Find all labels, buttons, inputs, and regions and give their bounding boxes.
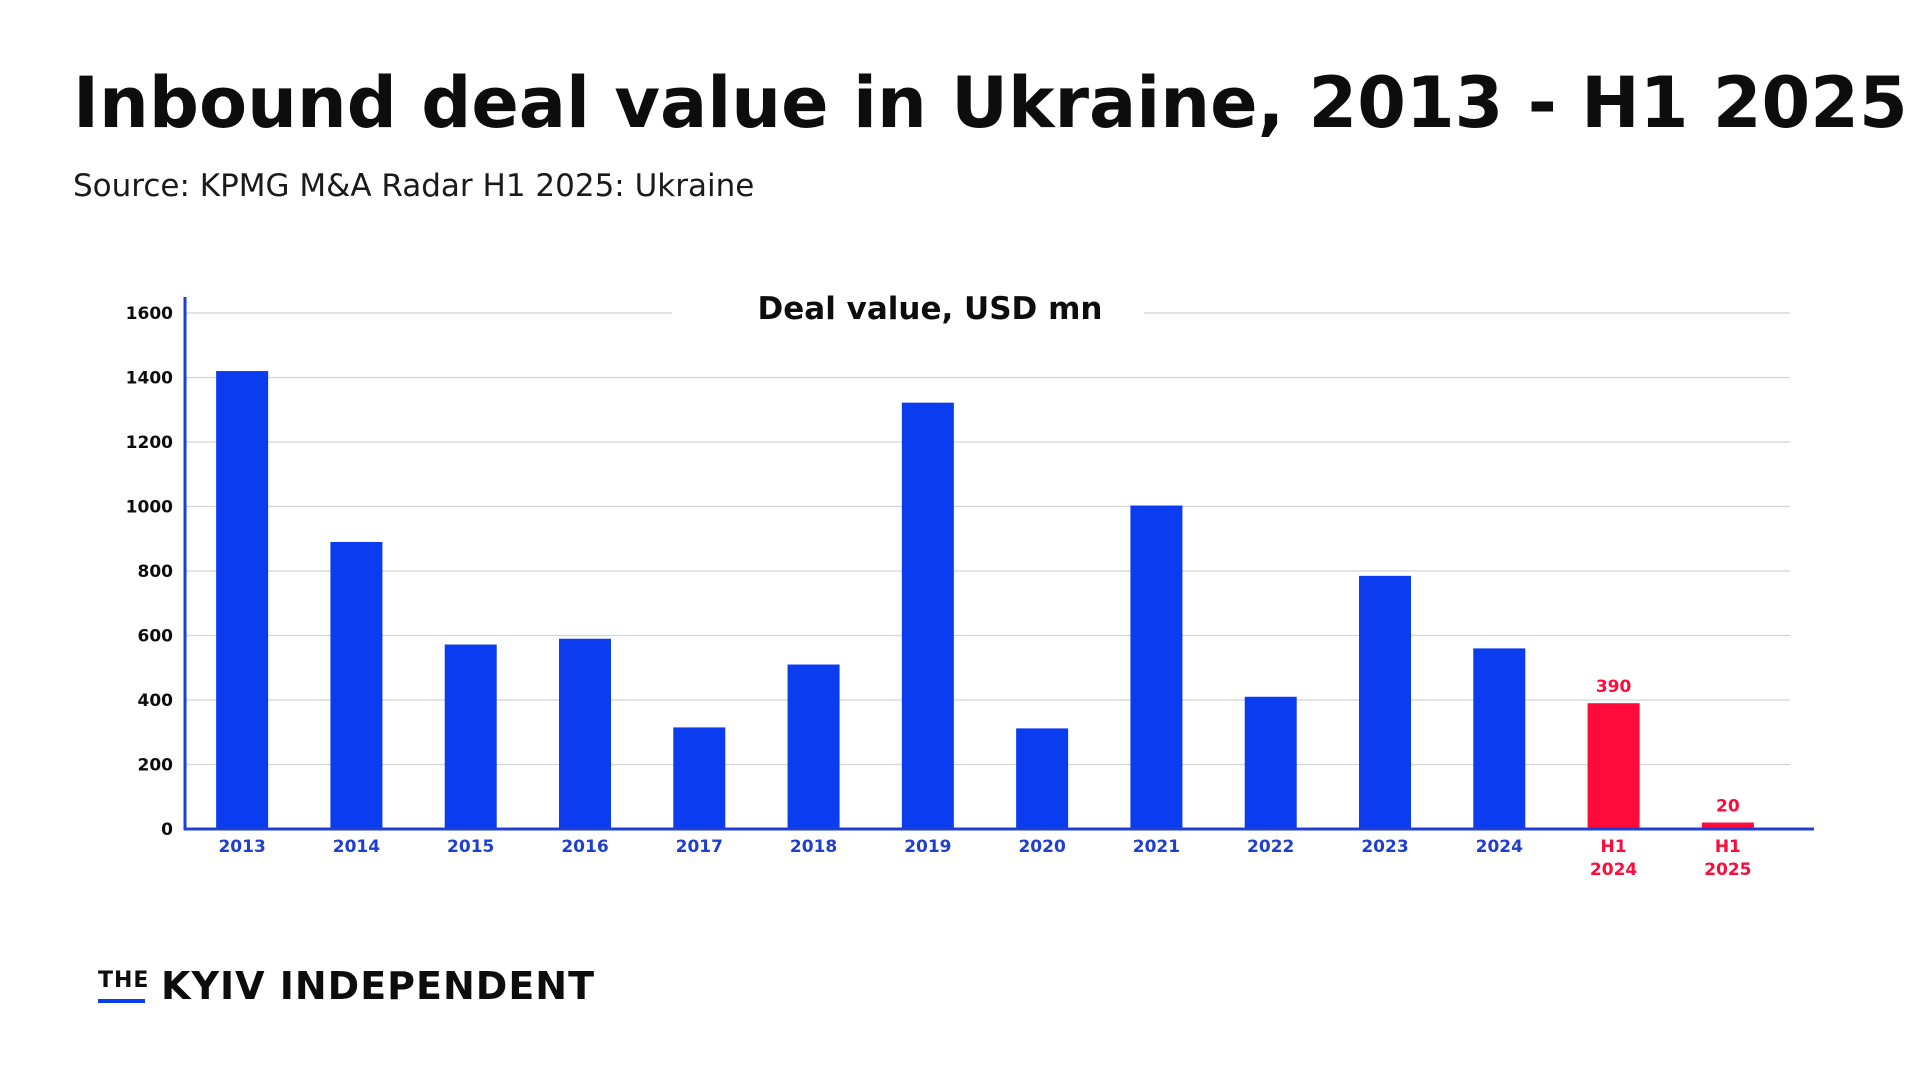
y-tick-label: 600: [138, 627, 174, 647]
bar: [901, 402, 954, 829]
y-tick-label: 800: [138, 562, 174, 582]
bar: [1130, 505, 1183, 829]
bar: [1473, 648, 1526, 829]
x-tick-label: H1: [1715, 837, 1741, 857]
bar: [1244, 696, 1297, 829]
x-tick-label: 2024: [1476, 837, 1523, 857]
x-tick-label: 2017: [676, 837, 723, 857]
y-tick-label: 400: [138, 691, 174, 711]
chart-title: Deal value, USD mn: [758, 291, 1103, 327]
y-tick-label: 1600: [126, 304, 173, 324]
y-tick-label: 200: [138, 756, 174, 776]
x-tick-label: H1: [1601, 837, 1627, 857]
bar: [330, 541, 383, 829]
x-tick-label: 2014: [333, 837, 380, 857]
x-tick-label: 2020: [1018, 837, 1065, 857]
bar: [559, 638, 611, 829]
page-title: Inbound deal value in Ukraine, 2013 - H1…: [73, 62, 1908, 144]
chart-title-background: [672, 287, 1144, 329]
x-axis-ticks: 2013 2014 2015 2016 2017 2018 2019 2020 2021 2022…: [218, 837, 1751, 880]
data-labels: 390 20: [1596, 677, 1740, 816]
y-axis-ticks: 0 200 400 600 800 1000 1200 1400 1600: [126, 304, 173, 840]
data-label: 390: [1596, 677, 1632, 697]
logo-underline: [98, 999, 145, 1003]
x-tick-label: 2013: [218, 837, 265, 857]
bar: [787, 664, 840, 829]
x-tick-label: 2023: [1361, 837, 1408, 857]
x-tick-label: 2022: [1247, 837, 1294, 857]
logo-prefix: THE: [98, 968, 150, 993]
bar: [1587, 703, 1640, 829]
page-subtitle: Source: KPMG M&A Radar H1 2025: Ukraine: [73, 168, 755, 204]
bar: [1359, 575, 1411, 829]
bar: [444, 644, 497, 829]
data-label: 20: [1716, 797, 1740, 817]
bar: [1016, 728, 1069, 829]
bar: [673, 727, 726, 829]
y-tick-label: 0: [161, 820, 173, 840]
x-tick-label: 2015: [447, 837, 494, 857]
y-tick-label: 1400: [126, 369, 173, 389]
x-tick-label: 2025: [1704, 860, 1751, 880]
x-tick-label: 2019: [904, 837, 951, 857]
x-tick-label: 2016: [561, 837, 608, 857]
y-tick-label: 1200: [126, 433, 173, 453]
bars: [216, 371, 1754, 829]
bar: [216, 371, 269, 829]
x-tick-label: 2021: [1133, 837, 1180, 857]
x-tick-label: 2018: [790, 837, 837, 857]
y-tick-label: 1000: [126, 498, 173, 518]
grid-lines: [185, 312, 1790, 766]
x-tick-label: 2024: [1590, 860, 1637, 880]
logo-name: KYIV INDEPENDENT: [161, 964, 596, 1008]
bar: [1701, 822, 1754, 829]
